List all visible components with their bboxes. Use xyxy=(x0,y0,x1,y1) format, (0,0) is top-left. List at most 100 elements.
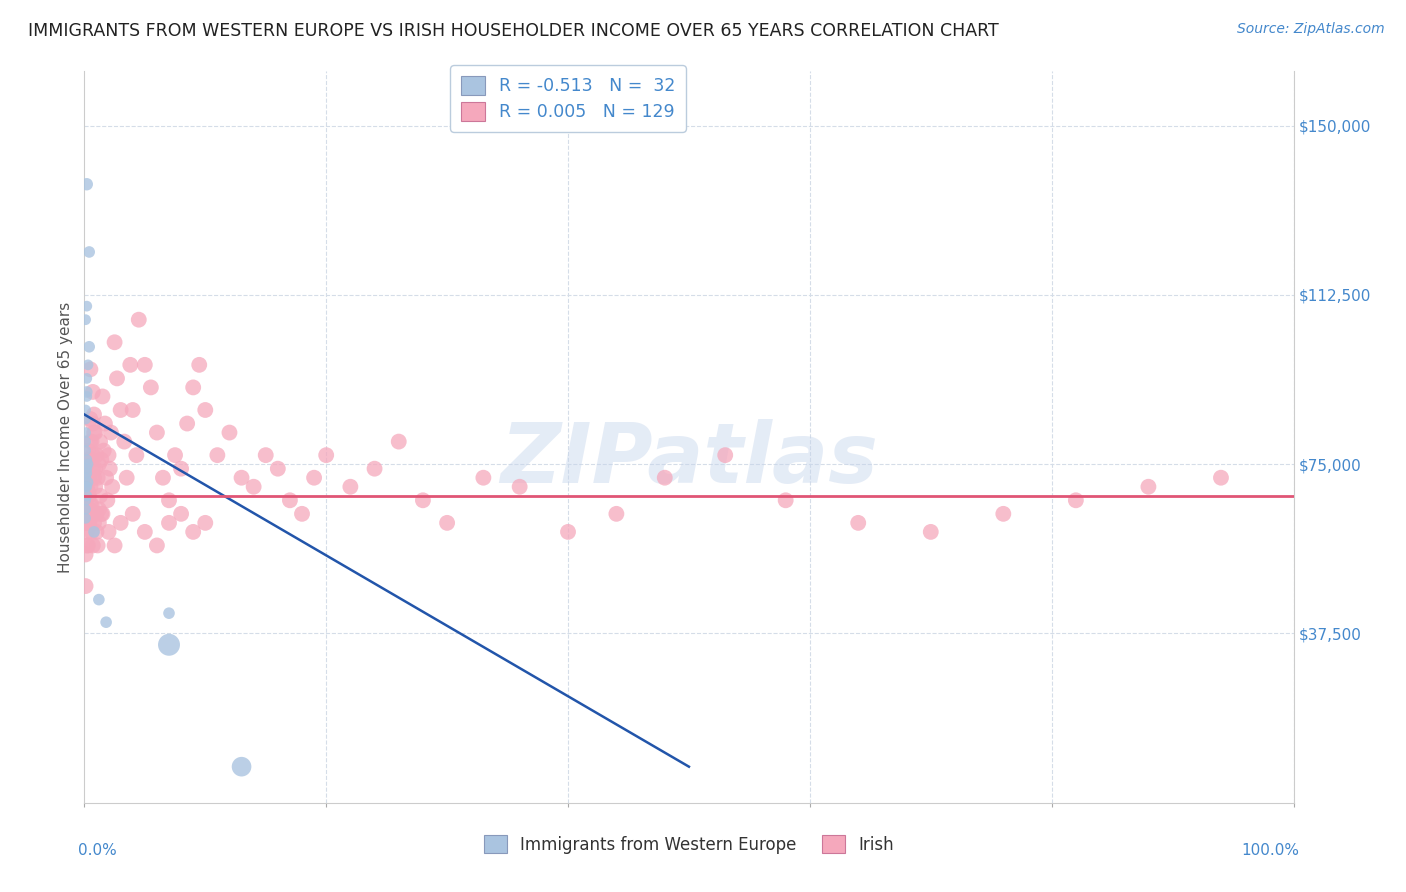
Point xyxy=(1137,480,1160,494)
Point xyxy=(75,412,97,426)
Point xyxy=(75,471,97,485)
Point xyxy=(75,579,97,593)
Point xyxy=(96,493,118,508)
Point xyxy=(77,475,100,490)
Point xyxy=(1064,493,1087,508)
Point xyxy=(75,511,97,525)
Point xyxy=(267,461,290,475)
Point xyxy=(80,452,103,467)
Point xyxy=(75,493,97,508)
Point xyxy=(83,524,105,539)
Point xyxy=(76,480,98,494)
Point xyxy=(110,516,132,530)
Point xyxy=(83,408,105,422)
Point xyxy=(75,425,97,440)
Point xyxy=(207,448,229,462)
Point xyxy=(176,417,198,431)
Point xyxy=(134,524,156,539)
Point xyxy=(157,516,180,530)
Point xyxy=(278,493,301,508)
Point xyxy=(80,498,103,512)
Point xyxy=(76,461,98,475)
Point xyxy=(76,480,98,494)
Point xyxy=(77,489,100,503)
Point xyxy=(170,507,193,521)
Point xyxy=(134,358,156,372)
Point xyxy=(82,538,104,552)
Point xyxy=(77,484,100,499)
Point xyxy=(94,471,117,485)
Point xyxy=(76,389,98,403)
Point xyxy=(76,452,98,467)
Point xyxy=(89,489,111,503)
Point xyxy=(75,548,97,562)
Point xyxy=(557,524,579,539)
Text: ZIPatlas: ZIPatlas xyxy=(501,418,877,500)
Point xyxy=(121,403,143,417)
Point xyxy=(89,434,111,449)
Point xyxy=(77,340,100,354)
Point xyxy=(77,516,100,530)
Point xyxy=(77,502,100,516)
Point xyxy=(157,638,180,652)
Point xyxy=(87,502,110,516)
Legend: Immigrants from Western Europe, Irish: Immigrants from Western Europe, Irish xyxy=(477,829,901,860)
Point xyxy=(194,403,217,417)
Point xyxy=(77,471,100,485)
Point xyxy=(75,471,97,485)
Point xyxy=(77,538,100,552)
Point xyxy=(77,457,100,471)
Point xyxy=(75,403,97,417)
Point xyxy=(101,480,124,494)
Point xyxy=(775,493,797,508)
Y-axis label: Householder Income Over 65 years: Householder Income Over 65 years xyxy=(58,301,73,573)
Point xyxy=(302,471,325,485)
Point xyxy=(76,538,98,552)
Point xyxy=(100,425,122,440)
Point xyxy=(194,516,217,530)
Point xyxy=(104,335,127,350)
Point xyxy=(509,480,531,494)
Point xyxy=(188,358,211,372)
Point xyxy=(83,471,105,485)
Point xyxy=(87,457,110,471)
Point xyxy=(846,516,869,530)
Point xyxy=(76,371,98,385)
Point xyxy=(76,384,98,399)
Point xyxy=(87,516,110,530)
Point xyxy=(115,471,138,485)
Point xyxy=(77,516,100,530)
Point xyxy=(77,502,100,516)
Text: 100.0%: 100.0% xyxy=(1241,843,1299,858)
Point xyxy=(79,412,101,426)
Point xyxy=(76,511,98,525)
Point xyxy=(76,457,98,471)
Point xyxy=(87,592,110,607)
Point xyxy=(77,471,100,485)
Point xyxy=(75,480,97,494)
Point xyxy=(165,448,187,462)
Point xyxy=(77,516,100,530)
Point xyxy=(76,178,98,192)
Point xyxy=(105,371,128,385)
Point xyxy=(1209,471,1232,485)
Point xyxy=(77,489,100,503)
Point xyxy=(98,461,121,475)
Point xyxy=(76,516,98,530)
Point xyxy=(84,425,107,440)
Point xyxy=(181,380,204,394)
Point xyxy=(231,760,253,774)
Point xyxy=(84,507,107,521)
Point xyxy=(82,417,104,431)
Point xyxy=(79,452,101,467)
Point xyxy=(75,434,97,449)
Point xyxy=(83,425,105,440)
Point xyxy=(993,507,1015,521)
Point xyxy=(79,434,101,449)
Point xyxy=(170,461,193,475)
Point xyxy=(291,507,314,521)
Point xyxy=(86,524,108,539)
Point xyxy=(920,524,942,539)
Point xyxy=(218,425,240,440)
Point xyxy=(139,380,162,394)
